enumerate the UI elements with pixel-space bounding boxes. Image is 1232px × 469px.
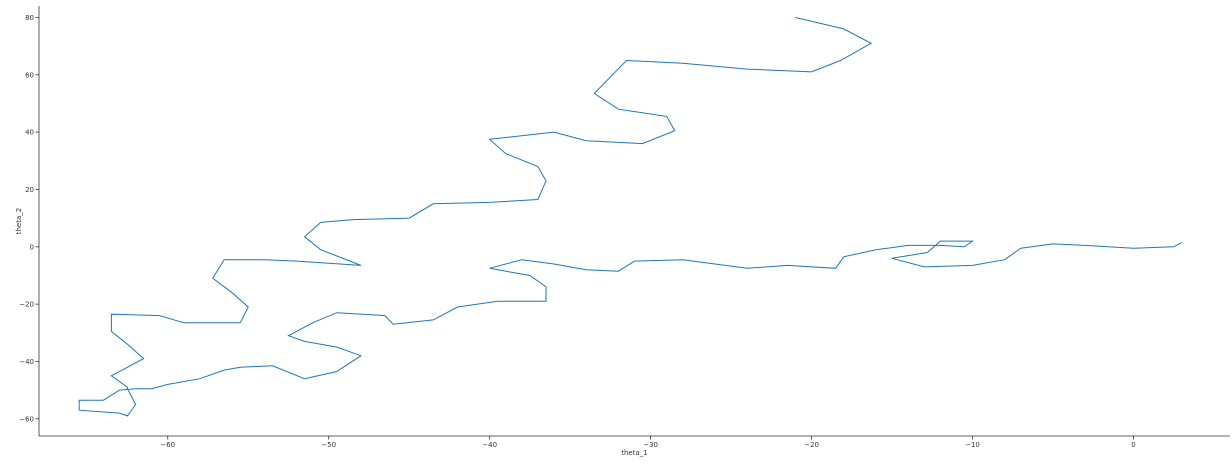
x-tick-label: −40 [482,441,497,449]
x-tick-label: 0 [1131,441,1135,449]
y-tick-label: 80 [25,14,34,22]
y-tick-label: 20 [25,186,34,194]
y-axis-label: theta_2 [15,208,23,234]
y-tick-label: 60 [25,71,34,79]
x-tick-label: −30 [643,441,658,449]
x-tick-label: −50 [321,441,336,449]
series-line [78,17,1182,417]
y-tick-label: −40 [19,358,34,366]
y-tick-label: −60 [19,415,34,423]
axes: −60 −50 −40 −30 −20 −10 0 −60 −40 −20 0 20 40 60 80 [19,6,1230,449]
y-tick-label: 40 [25,129,34,137]
series-layer [78,17,1182,417]
x-tick-label: −10 [965,441,980,449]
x-tick-label: −20 [804,441,819,449]
y-tick-label: −20 [19,301,34,309]
y-tick-label: 0 [30,243,34,251]
x-tick-label: −60 [160,441,175,449]
x-axis-label: theta_1 [621,449,647,457]
y-ticks: −60 −40 −20 0 20 40 60 80 [19,14,39,423]
x-ticks: −60 −50 −40 −30 −20 −10 0 [160,436,1136,449]
